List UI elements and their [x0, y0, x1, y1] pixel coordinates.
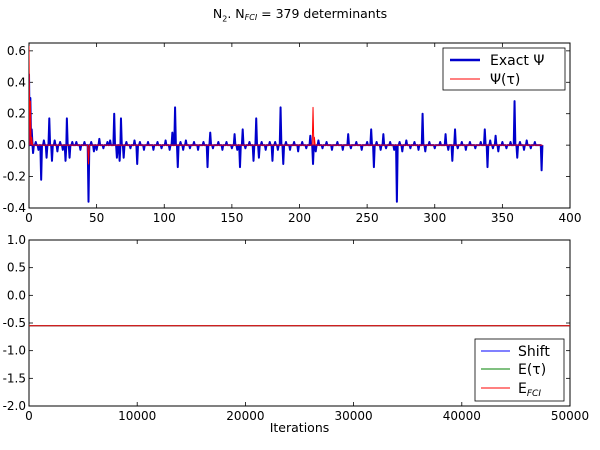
bottom-axis-ticks: 0 10000 20000 30000 40000 50000 -2.0 -1.5 -1.0 -0… — [3, 233, 590, 423]
bottom-y-tick-label: -2.0 — [3, 399, 26, 413]
bottom-y-tick-label: -1.0 — [3, 344, 26, 358]
top-plot-panel: 0 50 100 150 200 250 300 350 400 -0.4 -0.2 0.0 0.2 0.… — [3, 42, 582, 225]
bottom-y-tick-label: -0.5 — [3, 316, 26, 330]
bottom-x-tick-label: 40000 — [443, 409, 481, 423]
top-series-group — [29, 45, 544, 203]
legend-label-efci: EFCI — [518, 381, 541, 399]
legend-label-psi-tau: Ψ(τ) — [490, 72, 520, 88]
legend-label-shift: Shift — [518, 344, 550, 360]
legend-label-exact: Exact Ψ — [490, 53, 544, 69]
bottom-y-tick-label: 0.0 — [7, 288, 26, 302]
bottom-x-tick-label: 20000 — [226, 409, 264, 423]
top-x-tick-label: 400 — [559, 211, 582, 225]
top-y-tick-label: -0.4 — [3, 201, 26, 215]
bottom-x-tick-label: 10000 — [118, 409, 156, 423]
bottom-x-tick-label: 30000 — [335, 409, 373, 423]
top-x-tick-label: 100 — [153, 211, 176, 225]
legend-label-efci-sub: FCI — [527, 389, 541, 399]
top-x-tick-label: 50 — [89, 211, 104, 225]
bottom-y-tick-label: 0.5 — [7, 261, 26, 275]
top-y-tick-label: -0.2 — [3, 170, 26, 184]
legend-label-efci-main: E — [518, 381, 527, 397]
bottom-y-tick-label: -1.5 — [3, 371, 26, 385]
top-x-tick-label: 150 — [220, 211, 243, 225]
bottom-plot-frame — [28, 239, 571, 407]
bottom-plot-panel: 0 10000 20000 30000 40000 50000 -2.0 -1.5 -1.0 -0… — [3, 233, 590, 435]
bottom-y-tick-label: 1.0 — [7, 233, 26, 247]
legend-label-e-tau: E(τ) — [518, 362, 546, 378]
top-legend-box — [442, 47, 566, 91]
top-axis-ticks: 0 50 100 150 200 250 300 350 400 -0.4 -0.2 0.0 0.2 0.… — [3, 43, 582, 225]
top-x-tick-label: 200 — [288, 211, 311, 225]
bottom-x-tick-label: 50000 — [551, 409, 589, 423]
top-y-tick-label: 0.6 — [7, 44, 26, 58]
top-series-line-1 — [29, 45, 543, 165]
top-x-tick-label: 350 — [491, 211, 514, 225]
bottom-legend-box — [474, 338, 565, 402]
top-legend: Exact Ψ Ψ(τ) — [442, 47, 566, 91]
bottom-legend: Shift E(τ) EFCI — [474, 338, 565, 402]
top-x-tick-label: 300 — [423, 211, 446, 225]
top-x-tick-label: 250 — [356, 211, 379, 225]
top-y-tick-label: 0.2 — [7, 107, 26, 121]
top-y-tick-label: 0.0 — [7, 138, 26, 152]
top-y-tick-label: 0.4 — [7, 75, 26, 89]
bottom-x-axis-label: Iterations — [270, 420, 330, 435]
top-x-tick-label: 0 — [25, 211, 33, 225]
bottom-x-tick-label: 0 — [25, 409, 33, 423]
chart-title: N2. NFCI = 379 determinants — [212, 6, 388, 24]
